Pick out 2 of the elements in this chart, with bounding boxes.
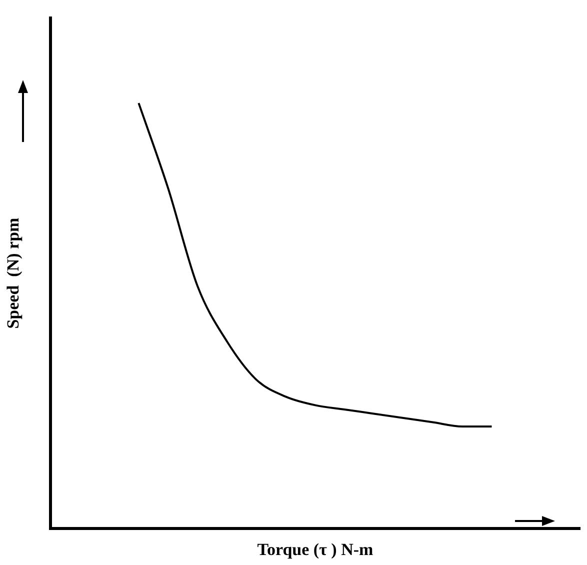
x-axis-title: Torque (τ ) N-m bbox=[257, 540, 374, 560]
y-axis-title: Speed (N) rpm bbox=[4, 218, 23, 329]
